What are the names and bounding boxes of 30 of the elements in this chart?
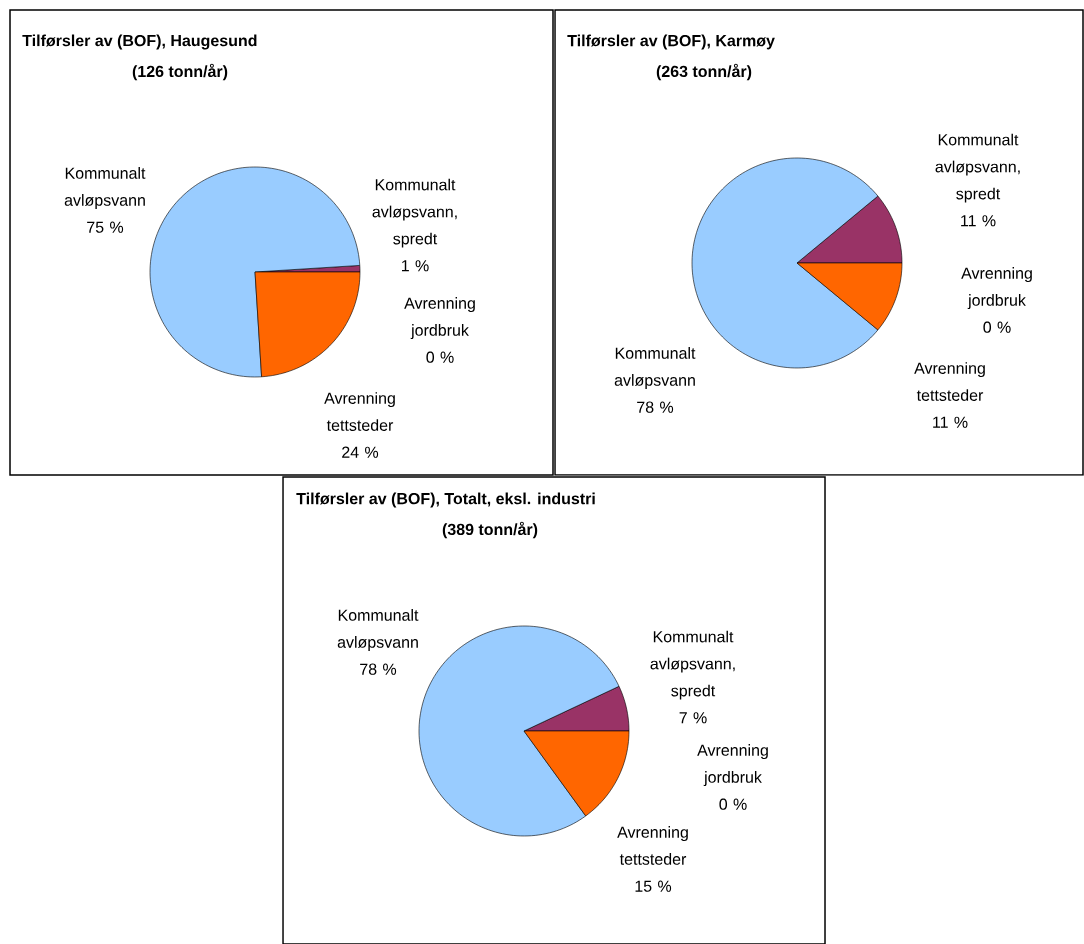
chart-title: Tilførsler av (BOF), Haugesund xyxy=(22,34,257,50)
data-label: 75 % xyxy=(87,221,124,233)
text: 0 % xyxy=(426,351,454,363)
data-label: 11 % xyxy=(961,215,996,227)
text: 0 % xyxy=(983,321,1011,333)
slice-label: Kommunalt avløpsvann, spredt xyxy=(650,630,735,700)
chart-subtitle: (263 tonn/år) xyxy=(656,63,752,81)
slice-label: Avrenning tettsteder xyxy=(324,392,395,431)
slice-label: Kommunalt avløpsvann, spredt xyxy=(372,178,457,248)
data-label: 78 % xyxy=(637,401,674,413)
category-label: Avrenning jordbruk xyxy=(961,267,1032,310)
slice-label: Kommunalt avløpsvann xyxy=(337,609,419,652)
slice-label: Kommunalt avløpsvann xyxy=(64,167,146,210)
chart-title: Tilførsler av (BOF), Karmøy xyxy=(567,34,775,50)
data-label: 15 % xyxy=(635,880,672,892)
slice-label: Kommunalt avløpsvann, spredt xyxy=(935,133,1020,203)
text: 0 % xyxy=(719,798,747,810)
data-label: 7 % xyxy=(679,712,707,724)
slice-label: Avrenning tettsteder xyxy=(617,826,688,865)
data-label: 11 % xyxy=(933,416,968,428)
category-label: Avrenning jordbruk xyxy=(404,297,475,340)
chart-subtitle: (126 tonn/år) xyxy=(132,63,228,81)
chart-subtitle: (389 tonn/år) xyxy=(442,521,538,539)
category-label: Avrenning jordbruk xyxy=(697,744,768,787)
data-label: 1 % xyxy=(402,260,429,272)
data-label: 78 % xyxy=(360,663,397,675)
slice-label: Kommunalt avløpsvann xyxy=(614,347,696,390)
data-label: 24 % xyxy=(342,446,379,458)
chart-title: Tilførsler av (BOF), Totalt, eksl. industri xyxy=(296,492,595,508)
slice-label: Avrenning tettsteder xyxy=(914,362,985,401)
